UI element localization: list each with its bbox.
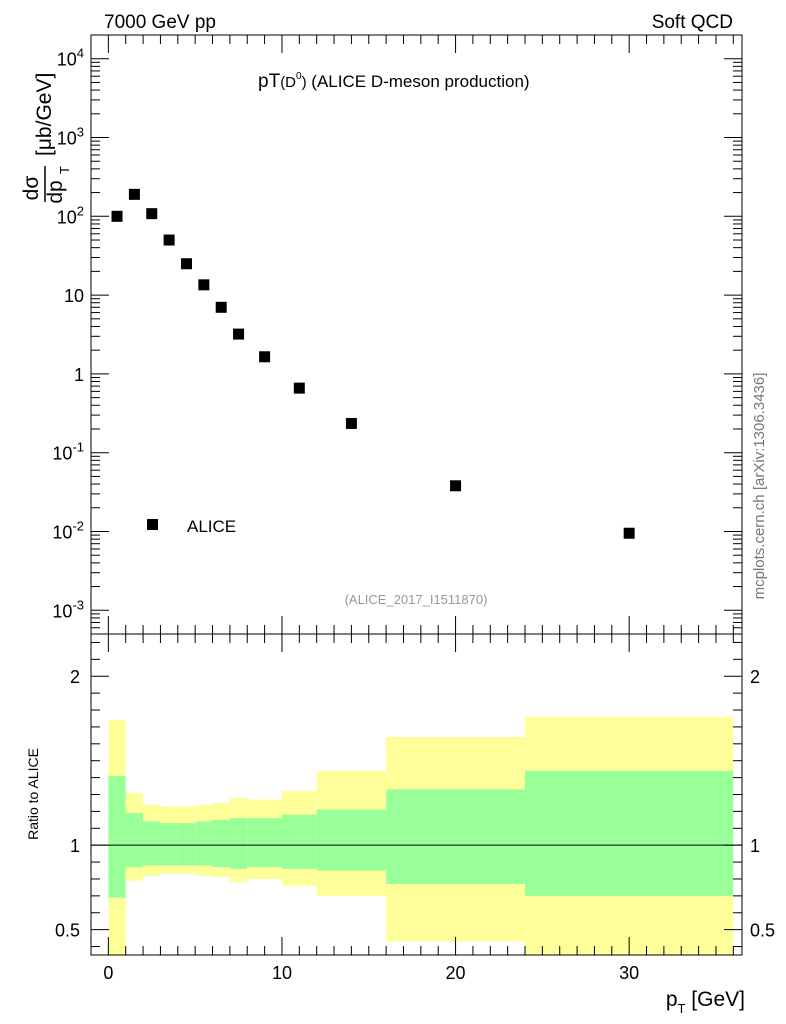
data-point bbox=[146, 208, 158, 220]
data-point bbox=[623, 527, 635, 539]
data-point bbox=[198, 279, 210, 291]
data-point bbox=[293, 382, 305, 394]
ratio-band-inner bbox=[386, 789, 525, 885]
ratio-band-inner bbox=[160, 823, 178, 866]
ratio-y-tick-label-right: 2 bbox=[750, 667, 760, 687]
x-tick-label: 10 bbox=[272, 963, 292, 983]
ratio-band-inner bbox=[229, 818, 248, 869]
ratio-band-inner bbox=[177, 823, 196, 866]
data-markers bbox=[111, 188, 635, 539]
ratio-y-tick-label-right: 0.5 bbox=[750, 921, 775, 941]
y-tick-label: 10 bbox=[64, 286, 84, 306]
y-axis-title: dσ dp T [μb/GeV] bbox=[20, 73, 72, 204]
y-tick-label: 103 bbox=[57, 125, 84, 149]
data-point bbox=[233, 328, 245, 340]
ratio-y-tick-label-left: 1 bbox=[70, 836, 80, 856]
x-axis-title: pT [GeV] bbox=[666, 988, 745, 1016]
ratio-band-inner bbox=[125, 813, 144, 868]
x-tick-label: 0 bbox=[103, 963, 113, 983]
ratio-band-inner bbox=[316, 809, 387, 871]
legend-label: ALICE bbox=[187, 517, 236, 536]
main-y-tick-labels: 10-3 10-2 10-1 1 10 102 103 104 bbox=[52, 46, 84, 622]
source-watermark: mcplots.cern.ch [arXiv:1306.3436] bbox=[751, 373, 768, 600]
legend-marker bbox=[147, 519, 158, 530]
header-right-label: Soft QCD bbox=[652, 12, 733, 33]
ratio-band-inner bbox=[195, 821, 213, 866]
ratio-uncertainty-bands bbox=[108, 716, 734, 955]
y-tick-label: 102 bbox=[57, 203, 84, 227]
data-point bbox=[180, 258, 192, 270]
data-point bbox=[345, 417, 357, 429]
svg-text:T: T bbox=[57, 166, 72, 174]
data-point bbox=[450, 480, 462, 492]
ratio-band-inner bbox=[247, 818, 282, 868]
ratio-band-inner bbox=[525, 770, 734, 896]
data-point bbox=[163, 234, 175, 246]
ratio-y-tick-labels: 0.5 0.5 1 1 2 2 bbox=[55, 667, 775, 940]
ratio-band-inner bbox=[108, 775, 126, 898]
data-point bbox=[128, 188, 140, 200]
ratio-band-inner bbox=[212, 819, 230, 868]
ratio-y-axis-title: Ratio to ALICE bbox=[25, 748, 41, 840]
header-left-label: 7000 GeV pp bbox=[104, 12, 216, 33]
y-tick-label: 10-2 bbox=[52, 518, 84, 542]
main-axis-ticks bbox=[91, 34, 742, 635]
data-point bbox=[215, 301, 227, 313]
analysis-reference: (ALICE_2017_I1511870) bbox=[345, 592, 488, 607]
ratio-band-inner bbox=[143, 821, 161, 866]
y-tick-label: 1 bbox=[74, 365, 84, 385]
ratio-y-tick-label-left: 2 bbox=[70, 667, 80, 687]
y-tick-label: 10-3 bbox=[52, 597, 84, 621]
svg-text:dσ: dσ bbox=[20, 176, 43, 201]
ratio-axis-ticks bbox=[91, 634, 742, 955]
main-plot-frame bbox=[90, 34, 743, 635]
y-tick-label: 104 bbox=[57, 46, 84, 70]
plot-title: pT(D0) (ALICE D-meson production) bbox=[258, 71, 530, 92]
x-tick-label: 30 bbox=[619, 963, 639, 983]
ratio-y-tick-label-right: 1 bbox=[750, 836, 760, 856]
svg-text:[μb/GeV]: [μb/GeV] bbox=[33, 73, 56, 156]
data-point bbox=[259, 351, 271, 363]
x-tick-label: 20 bbox=[446, 963, 466, 983]
ratio-y-tick-label-left: 0.5 bbox=[55, 921, 80, 941]
data-point bbox=[111, 210, 123, 222]
ratio-band-inner bbox=[281, 814, 317, 869]
x-tick-labels: 0 10 20 30 bbox=[103, 963, 639, 983]
svg-text:dp: dp bbox=[44, 180, 67, 203]
y-tick-label: 10-1 bbox=[52, 440, 84, 464]
